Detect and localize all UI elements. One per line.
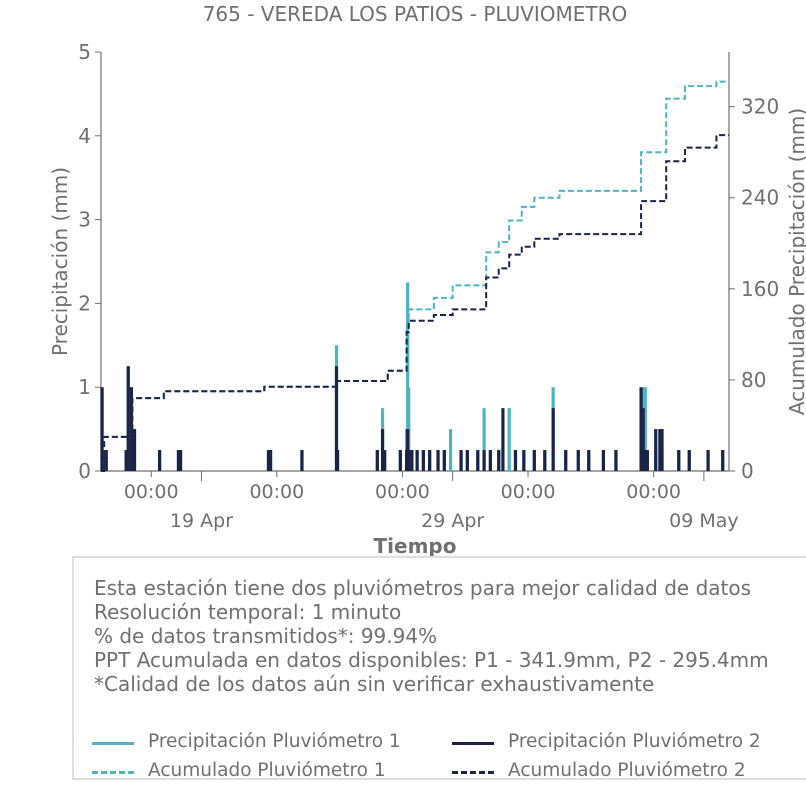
x-tick-label: 00:00 [501,481,556,503]
x-date-label: 09 May [669,510,739,532]
cumulative-line-1 [101,80,729,472]
y2-tick-label: 320 [741,95,779,119]
legend-swatch-p1 [92,742,134,745]
info-line: % de datos transmitidos*: 99.94% [94,624,438,648]
y-tick-label: 3 [78,208,91,232]
y-tick-label: 5 [78,40,91,64]
chart-title: 765 - VEREDA LOS PATIOS - PLUVIOMETRO [203,2,628,26]
legend-swatch-p2 [452,742,494,745]
info-box: Esta estación tiene dos pluviómetros par… [72,556,806,781]
y2-tick-label: 80 [741,368,766,392]
legend-label: Acumulado Pluviómetro 2 [508,760,746,781]
y2-axis-label: Acumulado Precipitación (mm) [785,108,806,415]
x-tick-label: 00:00 [626,481,681,503]
y-axis-label: Precipitación (mm) [48,167,72,356]
x-date-label: 29 Apr [421,510,484,532]
y2-tick-label: 0 [741,459,754,483]
x-tick-label: 00:00 [249,481,304,503]
x-tick-label: 00:00 [375,481,430,503]
info-line: *Calidad de los datos aún sin verificar … [94,672,655,696]
y-tick-label: 4 [78,124,91,148]
precipitation-chart: 765 - VEREDA LOS PATIOS - PLUVIOMETRO 0 1… [48,2,806,556]
legend-label: Acumulado Pluviómetro 1 [148,760,386,781]
y2-tick-label: 160 [741,277,779,301]
info-line: Resolución temporal: 1 minuto [94,600,402,624]
info-line: Esta estación tiene dos pluviómetros par… [94,576,752,600]
legend-label: Precipitación Pluviómetro 1 [148,731,401,752]
x-date-label: 19 Apr [170,510,233,532]
x-tick-label: 00:00 [124,481,179,503]
y2-tick-label: 240 [741,186,779,210]
y-tick-label: 0 [78,459,91,483]
cumulative-line-2 [101,134,729,472]
info-line: PPT Acumulada en datos disponibles: P1 -… [94,648,769,672]
y-tick-label: 1 [78,375,91,399]
y-tick-label: 2 [78,291,91,315]
legend-label: Precipitación Pluviómetro 2 [508,731,761,752]
legend-swatch-acc-p2 [452,771,494,774]
x-axis-label: Tiempo [374,534,457,556]
legend-swatch-acc-p1 [92,771,134,774]
